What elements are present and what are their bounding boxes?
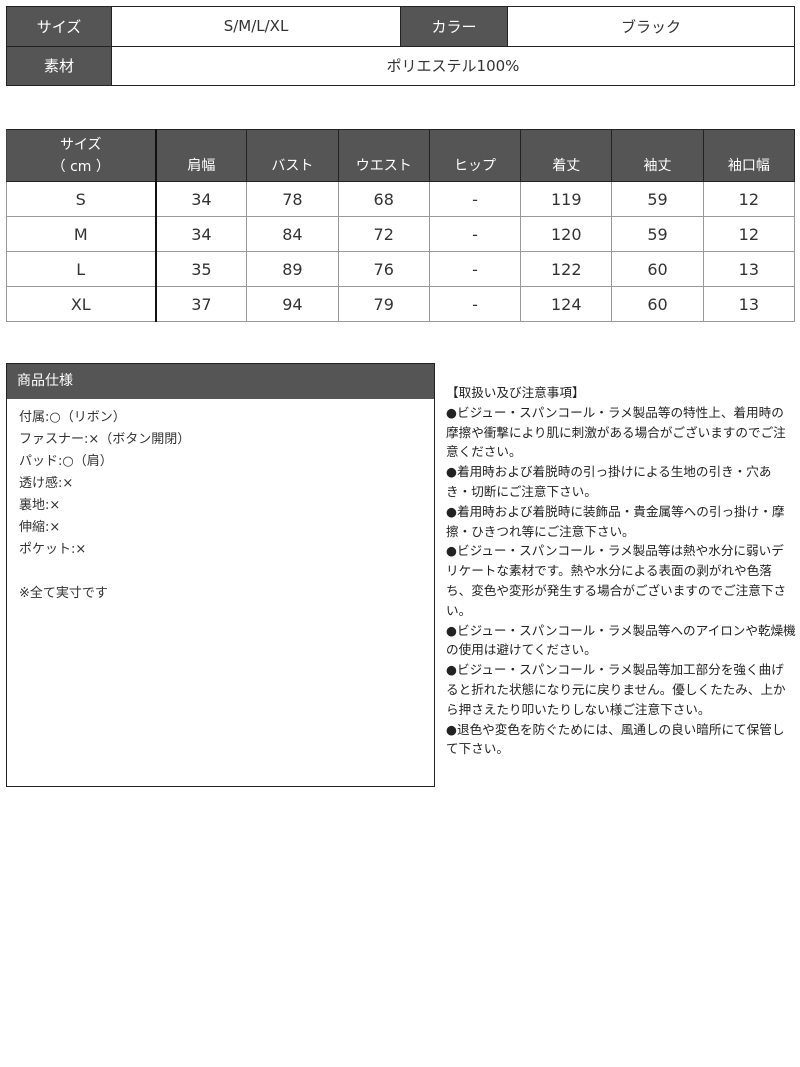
measurement-cell: 60 [611, 286, 704, 322]
summary-table: サイズ S/M/L/XL カラー ブラック 素材 ポリエステル100% [6, 6, 795, 86]
measurement-cell: - [428, 216, 522, 252]
spec-item: ポケット:× [19, 542, 87, 557]
size-header-line1: サイズ [59, 136, 102, 153]
product-spec-title: 商品仕様 [7, 364, 434, 399]
column-header: ウエスト [337, 129, 430, 182]
measurement-cell: 68 [337, 181, 430, 217]
measurement-cell: 119 [520, 181, 613, 217]
size-header-unit: （ cm ） [51, 158, 110, 175]
color-label: カラー [400, 6, 508, 47]
measurement-cell: 59 [611, 181, 704, 217]
care-note-item: ●着用時および着脱時に装飾品・貴金属等への引っ掛け・摩擦・ひきつれ等にご注意下さ… [446, 503, 785, 539]
care-notes-title: 【取扱い及び注意事項】 [446, 385, 585, 400]
measurement-cell: 34 [154, 181, 248, 217]
measurement-cell: 79 [337, 286, 430, 322]
measurement-cell: 72 [337, 216, 430, 252]
color-value: ブラック [507, 6, 795, 47]
column-header: バスト [246, 129, 339, 182]
column-header: 袖丈 [611, 129, 704, 182]
measurement-cell: 35 [154, 251, 248, 287]
care-note-item: ●ビジュー・スパンコール・ラメ製品等加工部分を強く曲げると折れた状態になり元に戻… [446, 662, 786, 717]
column-header: 着丈 [520, 129, 613, 182]
column-header: 肩幅 [154, 129, 248, 182]
spec-item: 伸縮:× [19, 520, 61, 535]
spec-item: 裏地:× [19, 498, 61, 513]
measurement-cell: - [428, 251, 522, 287]
measurement-cell: 94 [246, 286, 339, 322]
measurement-cell: 124 [520, 286, 613, 322]
measurement-cell: 12 [702, 216, 796, 252]
spec-item: 付属:○（リボン） [19, 410, 126, 425]
spec-item: ファスナー:×（ボタン開閉） [19, 432, 191, 447]
measurement-cell: 78 [246, 181, 339, 217]
measurement-cell: - [428, 286, 522, 322]
table-row: L 35 89 76-122 60 13 [6, 251, 796, 287]
size-name-cell: S [6, 181, 157, 217]
size-value: S/M/L/XL [111, 6, 401, 47]
table-row: XL 37 94 79-124 60 13 [6, 286, 796, 322]
measurement-cell: 84 [246, 216, 339, 252]
material-label: 素材 [6, 45, 112, 86]
product-spec-list: 付属:○（リボン） ファスナー:×（ボタン開閉） パッド:○（肩） 透け感:× 裏地:×… [7, 399, 434, 605]
care-note-item: ●退色や変色を防ぐためには、風通しの良い暗所にて保管して下さい。 [446, 721, 785, 757]
measurement-cell: 13 [702, 251, 796, 287]
care-note-item: ●ビジュー・スパンコール・ラメ製品等の特性上、着用時の摩擦や衝撃により肌に刺激が… [446, 404, 786, 460]
table-row: S 34 78 68-119 59 12 [6, 181, 796, 217]
column-header: 袖口幅 [702, 129, 796, 182]
measurement-cell: 89 [246, 251, 339, 287]
product-spec-box: 商品仕様 付属:○（リボン） ファスナー:×（ボタン開閉） パッド:○（肩） 透け感:… [6, 363, 435, 787]
table-row: M 34 84 72-120 59 12 [6, 216, 796, 252]
size-label: サイズ [6, 6, 112, 47]
measurement-cell: 120 [520, 216, 613, 252]
size-name-cell: M [6, 216, 157, 252]
care-note-item: ●ビジュー・スパンコール・ラメ製品等へのアイロンや乾燥機の使用は避けてください。 [446, 622, 796, 658]
measurement-cell: 122 [520, 251, 613, 287]
measurement-cell: 37 [154, 286, 248, 322]
measurement-cell: 60 [611, 251, 704, 287]
spec-item: パッド:○（肩） [19, 454, 113, 469]
size-name-cell: XL [6, 286, 157, 322]
spec-item: ※全て実寸です [19, 586, 108, 601]
material-value: ポリエステル100% [111, 45, 795, 86]
spec-item: 透け感:× [19, 476, 74, 491]
measurement-cell: 12 [702, 181, 796, 217]
size-header: サイズ （ cm ） [6, 129, 157, 182]
measurement-cell: - [428, 181, 522, 217]
measurement-cell: 34 [154, 216, 248, 252]
care-note-item: ●ビジュー・スパンコール・ラメ製品等は熱や水分に弱いデリケートな素材です。熱や水… [446, 543, 787, 618]
measurement-cell: 59 [611, 216, 704, 252]
care-notes: 【取扱い及び注意事項】 ●ビジュー・スパンコール・ラメ製品等の特性上、着用時の摩… [446, 383, 796, 759]
size-chart-header: サイズ （ cm ） 肩幅 バスト ウエスト ヒップ 着丈 袖丈 袖口幅 [6, 129, 796, 182]
column-header: ヒップ [428, 129, 522, 182]
care-note-item: ●着用時および着脱時の引っ掛けによる生地の引き・穴あき・切断にご注意下さい。 [446, 464, 772, 499]
size-name-cell: L [6, 251, 157, 287]
measurement-cell: 76 [337, 251, 430, 287]
measurement-cell: 13 [702, 286, 796, 322]
spec-item [19, 561, 434, 583]
size-chart-table: サイズ（ cm ） 肩幅 バスト ウエスト ヒップ 着丈 袖丈 袖口幅 S 34 78 68-11… [6, 129, 796, 322]
